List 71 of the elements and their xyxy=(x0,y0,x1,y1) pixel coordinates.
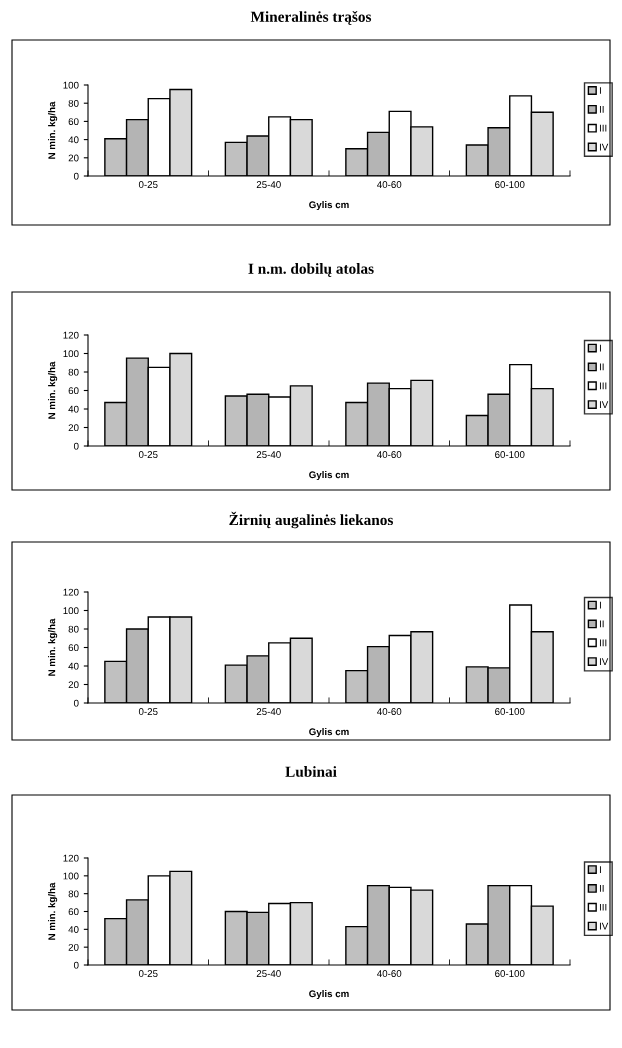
x-tick-label: 25-40 xyxy=(256,970,281,977)
chart-title: Mineralinės trąšos xyxy=(250,10,372,25)
legend-label: I xyxy=(599,866,601,873)
x-tick-label: 0-25 xyxy=(138,181,158,188)
y-tick-label: 0 xyxy=(73,442,79,450)
legend-label: I xyxy=(599,344,601,352)
x-tick-label: 40-60 xyxy=(377,708,402,715)
x-tick-label: 25-40 xyxy=(256,451,281,458)
y-tick-label: 100 xyxy=(63,81,79,89)
y-tick-label: 40 xyxy=(68,662,79,670)
x-tick-label: 40-60 xyxy=(377,451,402,458)
x-axis-title: Gylis cm xyxy=(309,201,349,211)
y-tick-label: 100 xyxy=(63,607,79,615)
x-tick-label: 60-100 xyxy=(495,451,525,458)
y-axis-title: N min. kg/ha xyxy=(48,361,58,419)
y-tick-label: 0 xyxy=(73,172,79,180)
y-tick-label: 100 xyxy=(63,872,79,880)
legend-label: II xyxy=(599,106,604,113)
y-axis-title: N min. kg/ha xyxy=(48,882,58,940)
x-tick-label: 60-100 xyxy=(495,181,525,188)
x-tick-label: 25-40 xyxy=(256,708,281,715)
y-tick-label: 20 xyxy=(68,154,79,162)
chart-title: Lubinai xyxy=(285,766,337,777)
legend-label: III xyxy=(599,903,607,911)
x-tick-label: 60-100 xyxy=(495,708,525,715)
legend-label: III xyxy=(599,382,607,390)
legend-label: IV xyxy=(599,401,609,408)
x-tick-label: 0-25 xyxy=(138,708,158,715)
y-tick-label: 40 xyxy=(68,405,79,413)
legend-label: II xyxy=(599,363,604,371)
y-tick-label: 20 xyxy=(68,424,79,432)
y-tick-label: 80 xyxy=(68,890,79,898)
y-tick-label: 60 xyxy=(68,908,79,916)
x-axis-title: Gylis cm xyxy=(309,728,349,738)
x-tick-label: 0-25 xyxy=(138,451,158,458)
legend-label: I xyxy=(599,87,601,94)
y-tick-label: 60 xyxy=(68,644,79,652)
legend-label: IV xyxy=(599,658,609,665)
legend-label: II xyxy=(599,885,604,892)
y-tick-label: 80 xyxy=(68,368,79,376)
legend-label: IV xyxy=(599,143,609,151)
y-tick-label: 120 xyxy=(63,854,79,862)
y-axis-title: N min. kg/ha xyxy=(48,618,58,676)
x-axis-title: Gylis cm xyxy=(309,990,349,1000)
y-tick-label: 120 xyxy=(63,331,79,339)
x-axis-title: Gylis cm xyxy=(309,471,349,481)
x-tick-label: 40-60 xyxy=(377,181,402,188)
y-tick-label: 20 xyxy=(68,943,79,951)
y-tick-label: 80 xyxy=(68,625,79,633)
x-tick-label: 0-25 xyxy=(138,970,158,977)
y-axis-title: N min. kg/ha xyxy=(48,101,58,159)
y-tick-label: 40 xyxy=(68,926,79,933)
y-tick-label: 80 xyxy=(68,99,79,107)
x-tick-label: 25-40 xyxy=(256,181,281,188)
legend-label: III xyxy=(599,639,607,647)
x-tick-label: 40-60 xyxy=(377,970,402,977)
y-tick-label: 40 xyxy=(68,136,79,144)
legend-label: I xyxy=(599,601,601,609)
y-tick-label: 20 xyxy=(68,681,79,689)
y-tick-label: 0 xyxy=(73,699,79,707)
y-tick-label: 60 xyxy=(68,387,79,395)
legend-label: II xyxy=(599,620,604,628)
y-tick-label: 0 xyxy=(73,961,79,969)
legend-label: III xyxy=(599,124,607,132)
x-tick-label: 60-100 xyxy=(495,970,525,977)
chart-title: I n.m. dobilų atolas xyxy=(248,263,374,277)
chart-title: Žirnių augalinės liekanos xyxy=(229,511,393,529)
legend-label: IV xyxy=(599,922,609,930)
y-tick-label: 100 xyxy=(63,350,79,358)
y-tick-label: 120 xyxy=(63,588,79,596)
y-tick-label: 60 xyxy=(68,118,79,126)
